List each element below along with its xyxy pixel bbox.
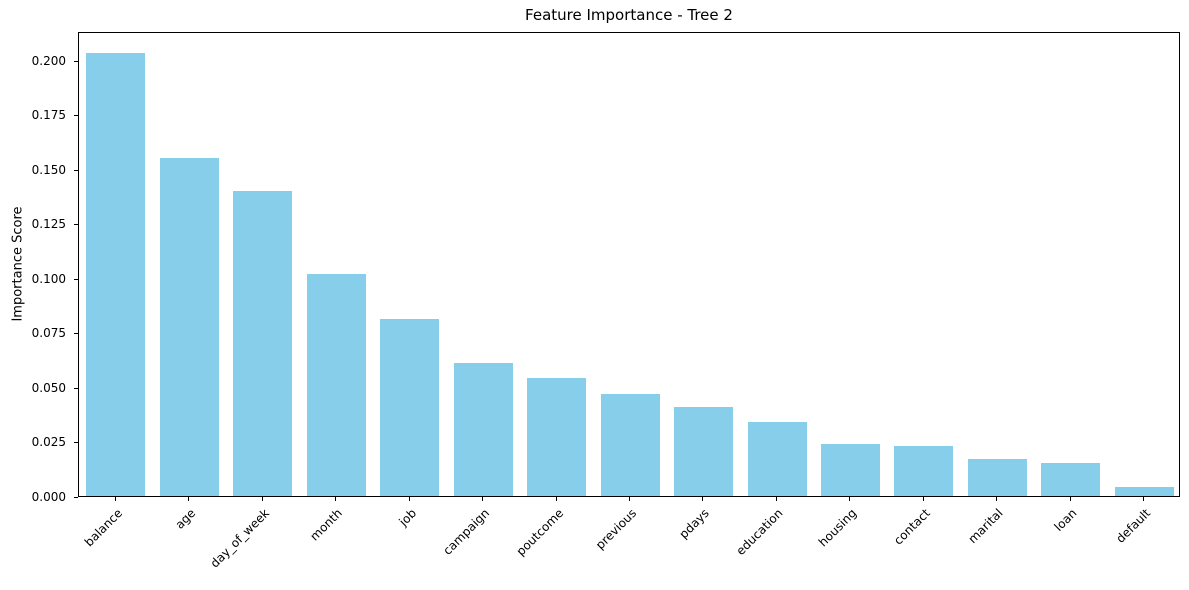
y-tick-label-0.025: 0.025 <box>31 435 66 449</box>
y-axis: 0.000 0.025 0.050 0.075 0.100 0.125 0.150 0.175… <box>0 32 78 504</box>
y-tick-mark <box>74 442 78 443</box>
y-tick-mark <box>74 61 78 62</box>
bar-marital <box>968 459 1027 496</box>
x-tick-mark <box>556 497 557 501</box>
bar-balance <box>86 53 145 496</box>
x-tick-label-poutcome: poutcome <box>513 506 566 559</box>
bar-default <box>1115 487 1174 496</box>
x-tick-label-pdays: pdays <box>676 506 712 542</box>
y-tick-mark <box>74 224 78 225</box>
bar-contact <box>894 446 953 496</box>
x-tick-mark <box>115 497 116 501</box>
y-tick-label-0.200: 0.200 <box>31 54 66 68</box>
y-tick-mark <box>74 279 78 280</box>
x-tick-label-marital: marital <box>965 506 1006 547</box>
bar-poutcome <box>527 378 586 496</box>
y-tick-mark <box>74 170 78 171</box>
x-tick-label-age: age <box>172 506 198 532</box>
bar-campaign <box>454 363 513 496</box>
bar-loan <box>1041 463 1100 496</box>
x-tick-mark <box>409 497 410 501</box>
x-tick-mark <box>702 497 703 501</box>
x-tick-label-housing: housing <box>815 506 859 550</box>
x-axis: balance age day_of_week month job campaign pou… <box>78 497 1180 589</box>
bar-education <box>748 422 807 496</box>
plot-area <box>78 32 1180 497</box>
x-tick-mark <box>262 497 263 501</box>
y-tick-mark <box>74 497 78 498</box>
y-tick-label-0.075: 0.075 <box>31 326 66 340</box>
bar-pdays <box>674 407 733 496</box>
x-tick-mark <box>335 497 336 501</box>
bar-job <box>380 319 439 496</box>
bar-previous <box>601 394 660 496</box>
x-tick-mark <box>1143 497 1144 501</box>
x-tick-mark <box>849 497 850 501</box>
bar-month <box>307 274 366 496</box>
x-tick-label-balance: balance <box>81 506 125 550</box>
y-tick-mark <box>74 388 78 389</box>
x-tick-label-loan: loan <box>1051 506 1080 535</box>
bar-age <box>160 158 219 496</box>
y-tick-label-0.125: 0.125 <box>31 217 66 231</box>
x-tick-mark <box>996 497 997 501</box>
x-tick-label-education: education <box>733 506 786 559</box>
x-tick-mark <box>482 497 483 501</box>
x-tick-mark <box>188 497 189 501</box>
x-tick-mark <box>923 497 924 501</box>
y-tick-label-0.150: 0.150 <box>31 163 66 177</box>
bar-housing <box>821 444 880 496</box>
y-tick-label-0.050: 0.050 <box>31 381 66 395</box>
x-tick-mark <box>1070 497 1071 501</box>
x-tick-label-contact: contact <box>891 506 933 548</box>
x-tick-mark <box>629 497 630 501</box>
chart-title: Feature Importance - Tree 2 <box>525 6 733 24</box>
x-tick-mark <box>776 497 777 501</box>
x-tick-label-month: month <box>307 506 345 544</box>
x-tick-label-default: default <box>1113 506 1153 546</box>
x-tick-label-job: job <box>396 506 419 529</box>
y-tick-label-0.175: 0.175 <box>31 108 66 122</box>
y-tick-mark <box>74 333 78 334</box>
bar-day_of_week <box>233 191 292 496</box>
x-tick-label-campaign: campaign <box>440 506 492 558</box>
y-tick-mark <box>74 115 78 116</box>
x-tick-label-previous: previous <box>592 506 639 553</box>
x-tick-label-day_of_week: day_of_week <box>207 506 272 571</box>
y-tick-label-0.100: 0.100 <box>31 272 66 286</box>
y-tick-label-0.000: 0.000 <box>31 490 66 504</box>
